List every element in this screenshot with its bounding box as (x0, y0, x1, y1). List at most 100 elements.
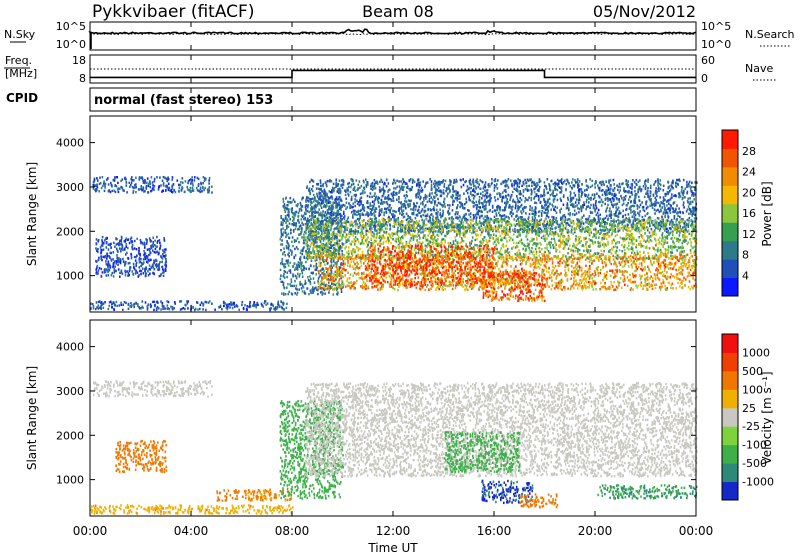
ytick-label: 1000 (56, 270, 84, 283)
xtick-label: 00:00 (679, 524, 714, 538)
colorbar-tick-label: -1000 (742, 476, 774, 489)
velocity-xticks: 00:00 04:00 08:00 12:00 16:00 20:00 00:00 (73, 22, 714, 538)
noise-tick-low-left: 10^0 (56, 38, 86, 51)
ytick-label: 4000 (56, 137, 84, 150)
data-region-6 (443, 430, 521, 474)
colorbar-tick-label: 100 (742, 383, 763, 396)
colorbar-swatch (722, 166, 738, 186)
data-region-2 (90, 504, 294, 516)
ytick-label: 3000 (56, 385, 84, 398)
colorbar-tick-label: -25 (742, 420, 760, 433)
colorbar-tick-label: 28 (742, 145, 756, 158)
colorbar-tick-label: 25 (742, 402, 756, 415)
freq-label-unit: [MHz] (5, 67, 37, 80)
ytick-label: 2000 (56, 225, 84, 238)
cpid-text: normal (fast stereo) 153 (94, 93, 273, 108)
xtick-label: 16:00 (477, 524, 512, 538)
colorbar-swatch (722, 463, 738, 483)
power-ylabel: Slant Range [km] (25, 162, 39, 266)
colorbar-swatch (722, 130, 738, 149)
power-colorbar-label: Power [dB] (760, 181, 774, 246)
data-region-7 (368, 244, 496, 287)
colorbar-swatch (722, 407, 738, 427)
data-region-0 (92, 175, 213, 194)
nave-label: Nave (745, 62, 773, 75)
velocity-data-layer (90, 379, 698, 516)
xtick-label: 00:00 (73, 524, 108, 538)
colorbar-swatch (722, 352, 738, 372)
radar-title: Pykkvibaer (fitACF) (92, 2, 254, 22)
velocity-colorbar: 1000 500 100 25 -25 -100 -500 -1000 (721, 333, 774, 501)
colorbar-swatch (722, 185, 738, 205)
colorbar-swatch (722, 389, 738, 409)
freq-panel: Freq. [MHz] 18 8 60 0 Nave (4, 54, 776, 85)
colorbar-swatch (722, 370, 738, 390)
velocity-ylabel: Slant Range [km] (25, 366, 39, 470)
colorbar-tick-label: 24 (742, 166, 756, 179)
freq-trace (90, 69, 696, 79)
noise-tick-low-right: 10^0 (701, 38, 731, 51)
colorbar-tick-label: 20 (742, 186, 756, 199)
colorbar-tick-label: -500 (742, 457, 767, 470)
ytick-label: 2000 (56, 429, 84, 442)
colorbar-swatch (722, 222, 738, 242)
data-region-5 (304, 218, 698, 261)
ytick-label: 4000 (56, 341, 84, 354)
data-region-9 (597, 484, 698, 500)
colorbar-tick-label: -100 (742, 439, 767, 452)
nave-tick-low: 0 (701, 72, 708, 85)
nsky-label: N.Sky (4, 28, 36, 41)
noise-tick-high-right: 10^5 (701, 20, 731, 33)
colorbar-swatch (722, 277, 738, 297)
colorbar-swatch (722, 481, 738, 501)
velocity-yticks: 4000 3000 2000 1000 (56, 341, 696, 487)
power-data-layer (90, 175, 698, 312)
date-title: 05/Nov/2012 (593, 2, 696, 21)
colorbar-swatch (722, 259, 738, 279)
data-region-1 (115, 439, 168, 474)
colorbar-swatch (722, 426, 738, 446)
data-region-5 (304, 382, 698, 478)
colorbar-swatch (722, 240, 738, 260)
colorbar-swatch (722, 203, 738, 223)
colorbar-swatch (722, 148, 738, 168)
data-region-7 (481, 479, 534, 505)
xtick-label: 08:00 (275, 524, 310, 538)
velocity-xlabel: Time UT (367, 541, 418, 554)
nave-tick-high: 60 (701, 54, 715, 67)
data-region-3 (279, 195, 344, 296)
colorbar-tick-label: 4 (742, 269, 749, 282)
ytick-label: 1000 (56, 474, 84, 487)
colorbar-tick-label: 12 (742, 228, 756, 241)
cpid-panel: CPID normal (fast stereo) 153 (6, 87, 697, 112)
data-region-1 (95, 235, 167, 278)
data-region-3 (216, 488, 292, 502)
nsky-trace (88, 28, 697, 49)
nsearch-label: N.Search (745, 28, 795, 41)
colorbar-tick-label: 1000 (742, 346, 770, 359)
freq-label-top: Freq. (5, 54, 32, 67)
colorbar-swatch (722, 444, 738, 464)
data-region-2 (90, 300, 288, 312)
power-panel: 4000 3000 2000 1000 Slant Range [km] 28 24 20… (25, 115, 774, 313)
noise-panel: N.Sky 10^5 10^0 10^5 10^0 N.Search (4, 20, 795, 51)
beam-title: Beam 08 (362, 2, 434, 21)
colorbar-swatch (722, 334, 738, 353)
data-region-8 (519, 493, 559, 509)
data-region-8 (481, 271, 546, 303)
freq-tick-high: 18 (72, 54, 86, 67)
colorbar-tick-label: 500 (742, 365, 763, 378)
power-colorbar: 28 24 20 16 12 8 4 (721, 129, 756, 297)
xtick-label: 20:00 (578, 524, 613, 538)
freq-tick-low: 8 (79, 72, 86, 85)
data-region-0 (92, 379, 213, 398)
velocity-colorbar-label: Velocity [m s⁻¹] (760, 371, 774, 464)
xtick-label: 04:00 (174, 524, 209, 538)
power-yticks: 4000 3000 2000 1000 (56, 137, 696, 283)
colorbar-tick-label: 8 (742, 249, 749, 262)
noise-tick-high-left: 10^5 (56, 20, 86, 33)
xtick-label: 12:00 (376, 524, 411, 538)
